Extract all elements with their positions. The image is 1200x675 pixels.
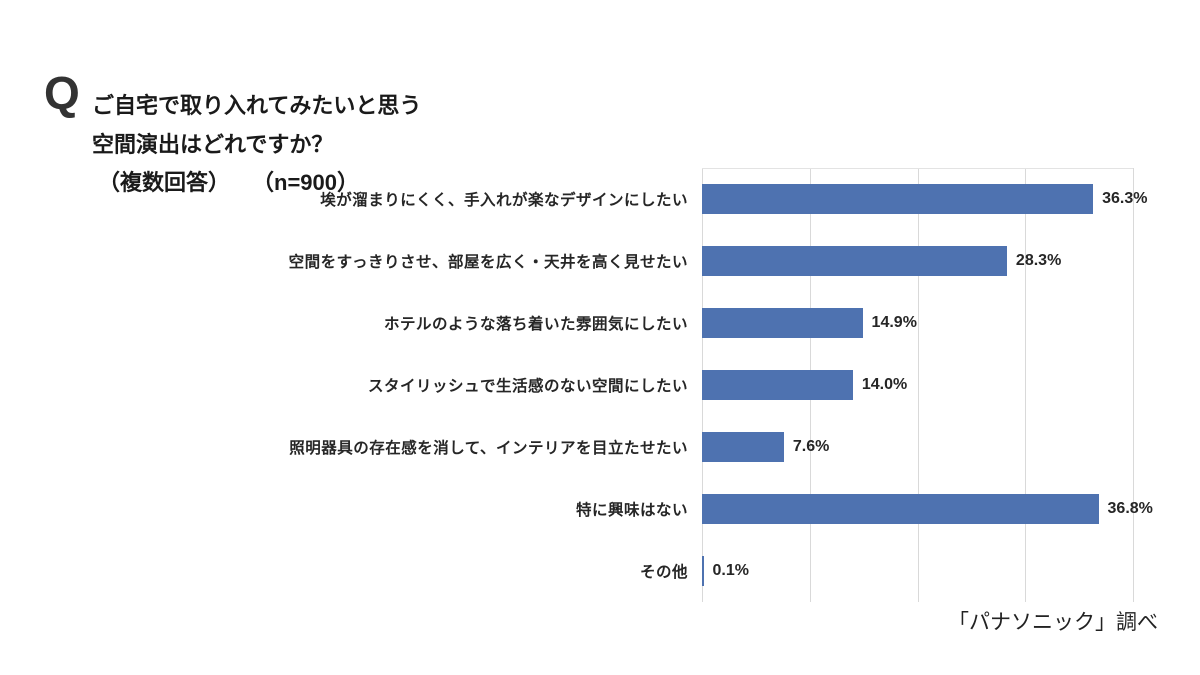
chart-row: スタイリッシュで生活感のない空間にしたい 14.0% [0,354,1200,416]
chart-row: 空間をすっきりさせ、部屋を広く・天井を高く見せたい 28.3% [0,230,1200,292]
chart-row: 埃が溜まりにくく、手入れが楽なデザインにしたい 36.3% [0,168,1200,230]
chart-row: 照明器具の存在感を消して、インテリアを目立たせたい 7.6% [0,416,1200,478]
title-multi-answer: （複数回答） [98,170,231,195]
category-label: 埃が溜まりにくく、手入れが楽なデザインにしたい [320,192,688,209]
chart-row: ホテルのような落ち着いた雰囲気にしたい 14.9% [0,292,1200,354]
bar [702,494,1099,524]
bar-chart: 埃が溜まりにくく、手入れが楽なデザインにしたい 36.3% 空間をすっきりさせ、部屋… [0,168,1200,602]
value-label: 7.6% [792,438,830,455]
chart-row: その他 0.1% [0,540,1200,602]
bar [702,370,853,400]
category-label: 空間をすっきりさせ、部屋を広く・天井を高く見せたい [288,254,688,271]
bar [702,432,784,462]
category-label: 照明器具の存在感を消して、インテリアを目立たせたい [289,440,688,457]
value-label: 14.0% [861,376,908,393]
category-label: スタイリッシュで生活感のない空間にしたい [367,378,688,395]
bar [702,556,704,586]
category-label: その他 [639,564,688,581]
page-title-line-2: 空間演出はどれですか？ [92,132,334,157]
source-credit: 「パナソニック」調べ [948,611,1158,634]
bar [702,246,1007,276]
value-label: 14.9% [871,314,917,331]
value-label: 36.3% [1102,190,1148,207]
chart-row: 特に興味はない 36.8% [0,478,1200,540]
page-title-line-1: ご自宅で取り入れてみたいと思う [92,93,422,118]
title-sample-size: （n=900） [252,170,360,195]
bar [702,308,863,338]
value-label: 0.1% [712,562,749,579]
bar [702,184,1094,214]
value-label: 28.3% [1015,252,1062,269]
question-mark-label: Q [44,67,80,119]
plot-area-top-border [702,168,1133,169]
page-title-line-3: （複数回答） （n=900） [98,170,359,196]
category-label: 特に興味はない [575,502,688,519]
gridline [917,168,919,602]
gridline [1133,168,1134,602]
gridline [1025,168,1027,602]
value-label: 36.8% [1107,500,1153,517]
category-label: ホテルのような落ち着いた雰囲気にしたい [383,316,688,333]
